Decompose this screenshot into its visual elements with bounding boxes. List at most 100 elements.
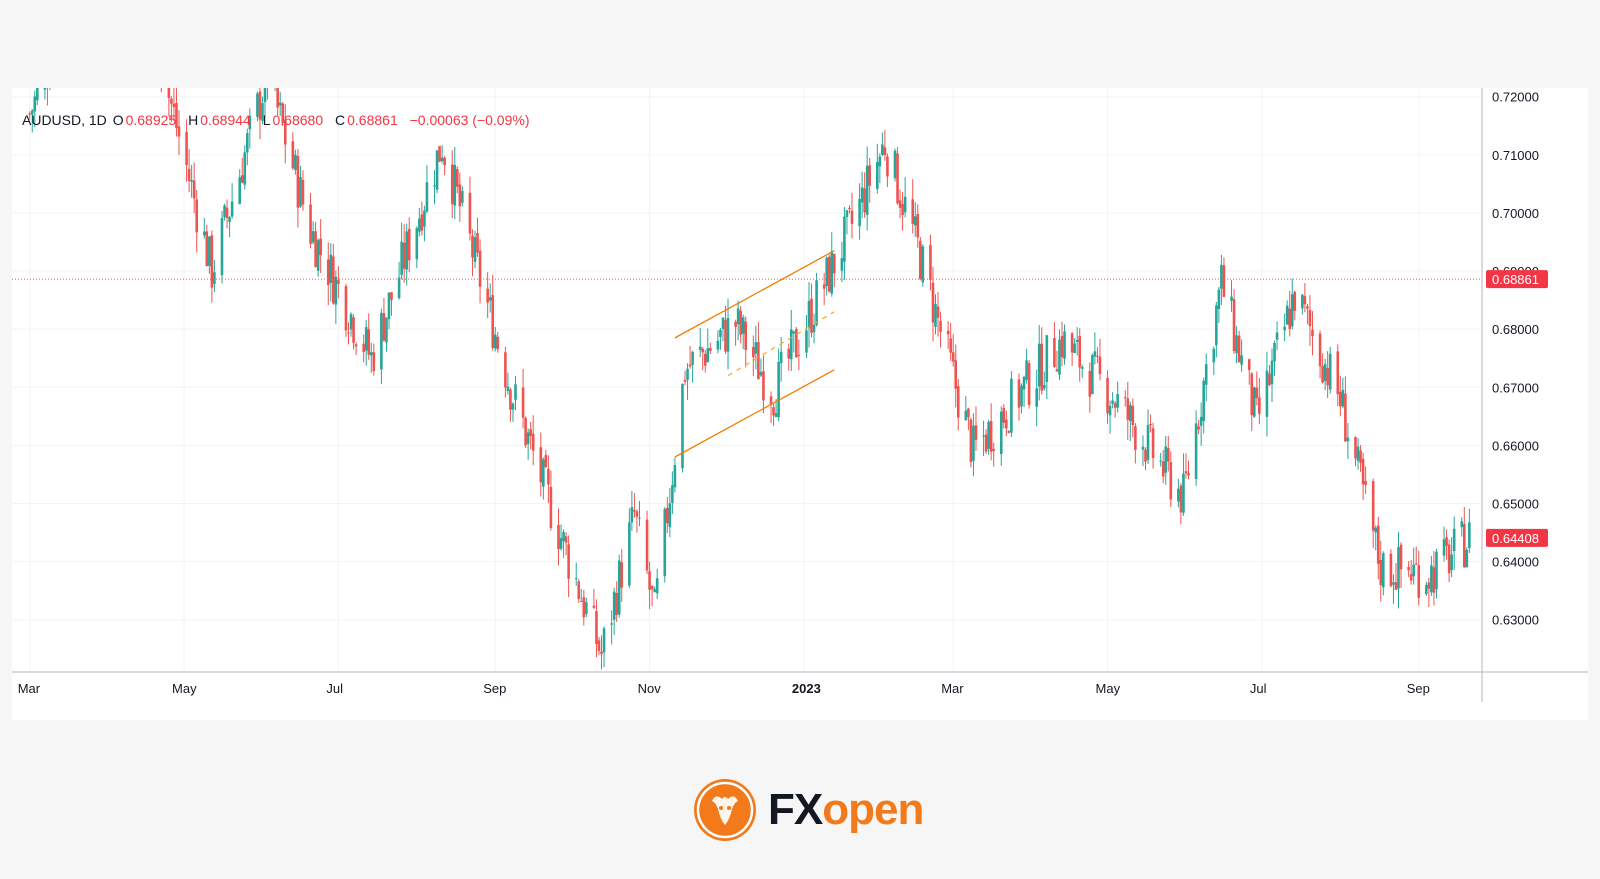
candle-body xyxy=(349,314,353,330)
candle-body xyxy=(1005,419,1008,429)
price-label-text: 0.64408 xyxy=(1492,531,1539,546)
candle-body xyxy=(352,317,355,343)
candle-body xyxy=(1414,563,1418,565)
candle-body xyxy=(1017,379,1021,408)
candle-body xyxy=(1055,369,1059,372)
candle-body xyxy=(734,321,737,328)
candle-body xyxy=(185,132,188,166)
candle-body xyxy=(1182,473,1185,513)
candle-body xyxy=(921,246,925,283)
candle-body xyxy=(972,425,975,461)
candle-body xyxy=(344,286,348,331)
candle-body xyxy=(617,560,621,615)
candle-body xyxy=(440,157,444,162)
candle-body xyxy=(843,216,846,262)
candle-body xyxy=(1318,333,1322,367)
candle-body xyxy=(913,216,917,226)
candle-body xyxy=(1265,370,1269,417)
candle-body xyxy=(1460,521,1464,528)
candle-body xyxy=(1399,544,1403,570)
x-tick-label: May xyxy=(172,681,197,696)
x-tick-label: Jul xyxy=(1250,681,1267,696)
candle-body xyxy=(369,352,373,356)
candle-body xyxy=(1199,416,1203,426)
candle-body xyxy=(223,205,226,218)
candle-body xyxy=(248,116,252,130)
candle-body xyxy=(1123,397,1127,399)
candle-body xyxy=(1293,291,1297,311)
candle-body xyxy=(1321,365,1324,383)
candle-body xyxy=(635,511,639,517)
candle-body xyxy=(1447,544,1451,574)
candle-body xyxy=(620,562,624,588)
candle-body xyxy=(301,179,305,205)
candle-body xyxy=(529,429,532,436)
legend-open-value: 0.68925 xyxy=(125,112,177,128)
candle-body xyxy=(655,578,659,594)
candle-body xyxy=(1111,400,1114,404)
candle-body xyxy=(810,298,813,333)
candle-body xyxy=(311,231,315,243)
candle-body xyxy=(1217,289,1221,309)
candle-body xyxy=(1374,527,1378,533)
candle-body xyxy=(585,602,588,615)
candle-body xyxy=(739,310,742,335)
candle-body xyxy=(1027,363,1031,405)
candle-body xyxy=(1308,309,1312,327)
candle-body xyxy=(807,300,811,329)
bull-icon xyxy=(694,779,756,841)
candle-body xyxy=(812,324,816,333)
candle-body xyxy=(919,240,922,280)
candle-body xyxy=(929,244,932,281)
candle-body xyxy=(246,133,249,153)
candle-body xyxy=(1323,364,1327,382)
candle-body xyxy=(1184,471,1188,474)
candle-body xyxy=(435,150,439,190)
candle-body xyxy=(28,113,32,115)
candle-body xyxy=(896,153,899,204)
candle-body xyxy=(1268,373,1271,385)
candle-body xyxy=(390,292,393,300)
candle-body xyxy=(779,351,783,364)
candle-body xyxy=(364,327,368,351)
candle-body xyxy=(951,352,955,362)
candle-body xyxy=(1427,582,1431,589)
candle-body xyxy=(898,200,902,208)
candle-body xyxy=(167,88,171,98)
candle-body xyxy=(1037,343,1041,387)
price-label-text: 0.68861 xyxy=(1492,272,1539,287)
candle-body xyxy=(496,336,500,350)
candle-body xyxy=(544,455,548,467)
chart-panel[interactable]: 0.720000.710000.700000.690000.680000.670… xyxy=(12,88,1588,720)
y-tick-label: 0.67000 xyxy=(1492,380,1539,395)
candle-body xyxy=(443,157,446,166)
candlestick-chart[interactable]: 0.720000.710000.700000.690000.680000.670… xyxy=(12,88,1588,720)
candle-body xyxy=(190,180,193,182)
legend-high-label: H xyxy=(188,112,199,128)
candle-body xyxy=(382,313,386,341)
candle-body xyxy=(238,177,242,204)
candle-body xyxy=(1131,405,1135,425)
candle-body xyxy=(539,447,543,483)
candle-body xyxy=(1010,378,1013,433)
candle-body xyxy=(192,180,196,199)
candle-body xyxy=(721,317,725,329)
candle-body xyxy=(36,88,39,101)
candle-body xyxy=(453,164,457,206)
candle-body xyxy=(1146,425,1150,460)
y-tick-label: 0.72000 xyxy=(1492,90,1539,105)
candle-body xyxy=(425,182,429,212)
candle-body xyxy=(698,346,702,350)
candle-body xyxy=(1204,364,1208,385)
candle-body xyxy=(220,217,224,276)
candle-body xyxy=(202,231,206,236)
candle-body xyxy=(602,628,606,653)
candle-body xyxy=(893,150,897,179)
candle-body xyxy=(1354,436,1357,459)
candle-body xyxy=(1288,308,1292,329)
candle-body xyxy=(1361,458,1365,485)
candle-body xyxy=(397,277,401,299)
candle-body xyxy=(992,448,995,451)
candle-body xyxy=(542,459,545,487)
